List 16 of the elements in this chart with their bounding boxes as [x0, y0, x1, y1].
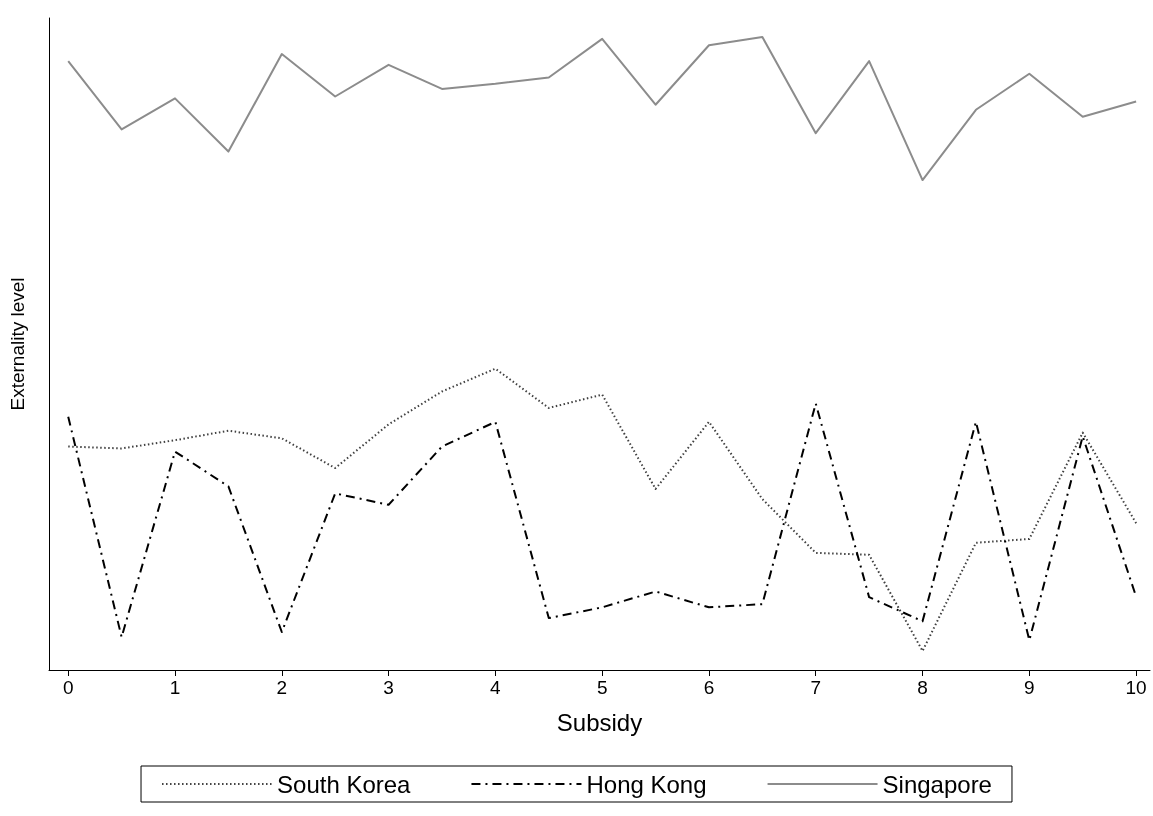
x-tick-label: 8 — [917, 677, 928, 698]
x-tick-label: 10 — [1125, 677, 1147, 698]
x-tick-label: 4 — [490, 677, 502, 698]
legend-label: South Korea — [277, 770, 412, 798]
x-tick-label: 3 — [383, 677, 394, 698]
x-axis-title: Subsidy — [556, 708, 643, 736]
x-tick-label: 9 — [1024, 677, 1035, 698]
x-tick-label: 2 — [276, 677, 288, 698]
legend-label: Hong Kong — [586, 770, 707, 798]
x-tick-label: 5 — [596, 677, 608, 698]
y-axis-title: Externality level — [7, 277, 28, 411]
legend-label: Singapore — [882, 770, 992, 798]
x-tick-label: 7 — [810, 677, 822, 698]
x-tick-label: 1 — [169, 677, 181, 698]
x-tick-label: 6 — [703, 677, 715, 698]
x-tick-label: 0 — [62, 677, 74, 698]
